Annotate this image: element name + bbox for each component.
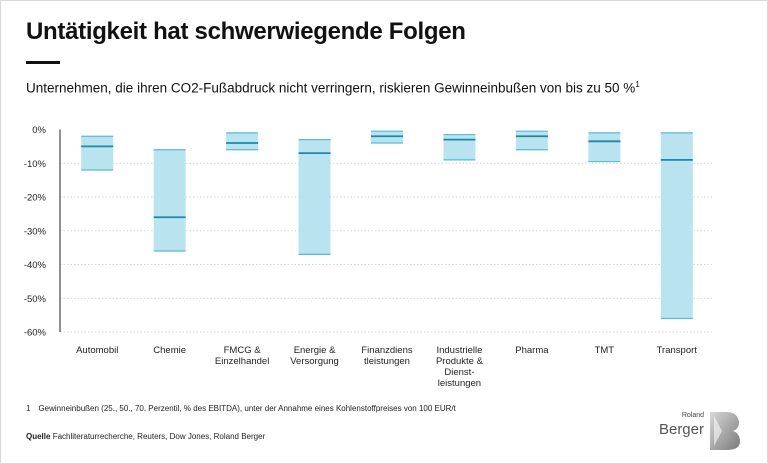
category-label: Industrielle Produkte & Dienst-leistungen — [436, 345, 484, 389]
range-box — [515, 131, 548, 150]
logo-roland-text: Roland — [681, 412, 704, 419]
title-underline — [26, 61, 60, 64]
y-tick-label: -60% — [24, 328, 47, 339]
y-tick-label: 0% — [32, 125, 46, 136]
category-label: Finanzdiens tleistungen — [361, 345, 412, 367]
chart-subtitle: Unternehmen, die ihren CO2-Fußabdruck ni… — [26, 80, 640, 96]
y-tick-label: -30% — [24, 226, 47, 237]
logo-berger-text: Berger — [658, 421, 704, 438]
footnote-text: Gewinneinbußen (25., 50., 70. Perzentil,… — [38, 404, 456, 413]
y-tick-label: -20% — [24, 193, 47, 204]
subtitle-text: Unternehmen, die ihren CO2-Fußabdruck ni… — [26, 80, 636, 96]
category-label: Chemie — [153, 345, 186, 356]
source-line: Quelle Fachliteraturrecherche, Reuters, … — [26, 432, 265, 441]
range-box — [660, 132, 693, 319]
logo-b-mark-icon — [710, 412, 740, 450]
chart-title: Untätigkeit hat schwerwiegende Folgen — [26, 18, 466, 45]
category-label: TMT — [595, 345, 615, 356]
range-box — [226, 132, 259, 150]
category-label: Transport — [657, 345, 698, 356]
category-label: FMCG & Einzelhandel — [215, 345, 269, 367]
range-box — [588, 132, 621, 162]
footnote: 1 Gewinneinbußen (25., 50., 70. Perzentil… — [26, 404, 456, 413]
category-label: Energie & Versorgung — [290, 345, 339, 367]
category-label: Automobil — [76, 345, 118, 356]
range-box — [443, 134, 476, 160]
roland-berger-logo: Roland Berger — [659, 410, 744, 452]
box-chart: 0% -10% -20% -30% -40% -50% -60% Automobil Chemi… — [24, 125, 712, 389]
source-text: Fachliteraturrecherche, Reuters, Dow Jon… — [52, 432, 266, 441]
source-label: Quelle — [26, 432, 51, 441]
y-tick-label: -50% — [24, 294, 47, 305]
range-box — [81, 136, 114, 170]
subtitle-footnote-marker: 1 — [635, 80, 640, 89]
category-label: Pharma — [515, 345, 549, 356]
range-box — [298, 139, 331, 255]
y-tick-label: -10% — [24, 159, 47, 170]
range-box — [153, 149, 186, 251]
footnote-marker: 1 — [26, 404, 31, 413]
y-tick-label: -40% — [24, 260, 47, 271]
